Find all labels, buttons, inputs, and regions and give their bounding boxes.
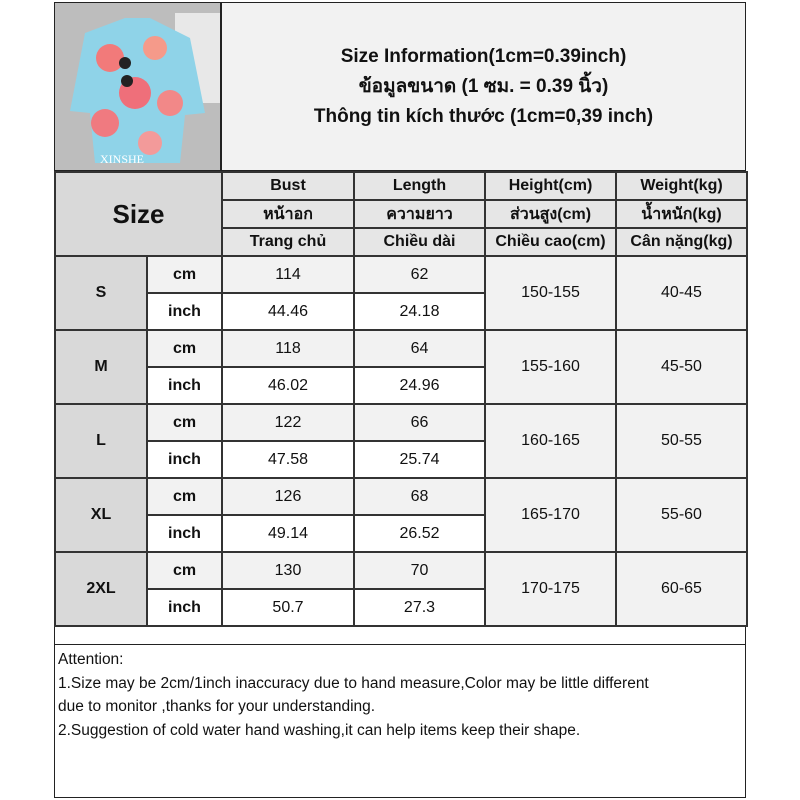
bust-cm-cell: 118: [221, 329, 355, 368]
weight-cell: 60-65: [615, 551, 748, 627]
length-inch-cell: 27.3: [353, 588, 486, 627]
size-row-cm: 2XL cm 130 70 170-175 60-65: [54, 551, 748, 627]
size-header: Size: [54, 171, 223, 257]
col-header: Trang chủ: [221, 227, 355, 257]
inch-label-cell: inch: [146, 588, 223, 627]
product-photo: XINSHE: [54, 2, 221, 171]
photo-watermark: XINSHE: [100, 152, 144, 166]
col-header: Height(cm): [484, 171, 617, 201]
inch-label-cell: inch: [146, 440, 223, 479]
title-english: Size Information(1cm=0.39inch): [340, 45, 627, 67]
size-row-inch: inch 46.02 24.96: [55, 366, 747, 405]
size-row-cm: XL cm 126 68 165-170 55-60: [54, 477, 748, 553]
height-cell: 165-170: [484, 477, 617, 553]
length-cm-cell: 64: [353, 329, 486, 368]
cm-label-cell: cm: [146, 477, 223, 516]
title-thai: ข้อมูลขนาด (1 ซม. = 0.39 นิ้ว): [358, 75, 609, 97]
col-header: Chiều dài: [353, 227, 486, 257]
length-cm-cell: 68: [353, 477, 486, 516]
inch-label-cell: inch: [146, 292, 223, 331]
size-cell: S: [54, 255, 148, 331]
length-cm-cell: 70: [353, 551, 486, 590]
cm-label-cell: cm: [146, 403, 223, 442]
bust-inch-cell: 46.02: [221, 366, 355, 405]
bust-cm-cell: 122: [221, 403, 355, 442]
size-cell: XL: [54, 477, 148, 553]
attention-notes: Attention: 1.Size may be 2cm/1inch inacc…: [54, 644, 746, 798]
bust-cm-cell: 130: [221, 551, 355, 590]
size-row-inch: inch 47.58 25.74: [55, 440, 747, 479]
col-header: หน้าอก: [221, 199, 355, 229]
size-cell: L: [54, 403, 148, 479]
bust-inch-cell: 50.7: [221, 588, 355, 627]
weight-cell: 50-55: [615, 403, 748, 479]
length-inch-cell: 24.18: [353, 292, 486, 331]
inch-label-cell: inch: [146, 514, 223, 553]
size-info-title: Size Information(1cm=0.39inch) ข้อมูลขนา…: [221, 2, 746, 171]
height-cell: 150-155: [484, 255, 617, 331]
length-cm-cell: 62: [353, 255, 486, 294]
length-inch-cell: 26.52: [353, 514, 486, 553]
col-header: ส่วนสูง(cm): [484, 199, 617, 229]
attention-heading: Attention:: [58, 651, 124, 668]
col-header: Cân nặng(kg): [615, 227, 748, 257]
bust-cm-cell: 114: [221, 255, 355, 294]
col-header: Weight(kg): [615, 171, 748, 201]
length-inch-cell: 25.74: [353, 440, 486, 479]
col-header: Bust: [221, 171, 355, 201]
cm-label-cell: cm: [146, 255, 223, 294]
size-table: Size Bust Length Height(cm) Weight(kg) ห…: [54, 171, 748, 627]
weight-cell: 55-60: [615, 477, 748, 553]
inch-label-cell: inch: [146, 366, 223, 405]
height-cell: 160-165: [484, 403, 617, 479]
bust-inch-cell: 49.14: [221, 514, 355, 553]
bust-inch-cell: 47.58: [221, 440, 355, 479]
weight-cell: 45-50: [615, 329, 748, 405]
title-vietnamese: Thông tin kích thước (1cm=0,39 inch): [313, 105, 654, 127]
cm-label-cell: cm: [146, 329, 223, 368]
height-cell: 170-175: [484, 551, 617, 627]
size-cell: M: [54, 329, 148, 405]
length-inch-cell: 24.96: [353, 366, 486, 405]
header-row-english: Size Bust Length Height(cm) Weight(kg): [54, 171, 748, 257]
size-cell: 2XL: [54, 551, 148, 627]
bust-cm-cell: 126: [221, 477, 355, 516]
attention-line: 1.Size may be 2cm/1inch inaccuracy due t…: [58, 674, 649, 692]
size-row-inch: inch 49.14 26.52: [55, 514, 747, 553]
attention-line: due to monitor ,thanks for your understa…: [58, 698, 376, 715]
cm-label-cell: cm: [146, 551, 223, 590]
size-row-inch: inch 50.7 27.3: [55, 588, 747, 627]
col-header: Chiều cao(cm): [484, 227, 617, 257]
floral-shirt-image: XINSHE: [55, 3, 220, 170]
weight-cell: 40-45: [615, 255, 748, 331]
attention-line: 2.Suggestion of cold water hand washing,…: [58, 721, 581, 739]
col-header: Length: [353, 171, 486, 201]
height-cell: 155-160: [484, 329, 617, 405]
header-row-vietnamese: Trang chủ Chiều dài Chiều cao(cm) Cân nặ…: [55, 227, 748, 257]
size-row-inch: inch 44.46 24.18: [55, 292, 747, 331]
col-header: ความยาว: [353, 199, 486, 229]
bust-inch-cell: 44.46: [221, 292, 355, 331]
length-cm-cell: 66: [353, 403, 486, 442]
header-row-thai: หน้าอก ความยาว ส่วนสูง(cm) น้ำหนัก(kg): [55, 199, 748, 229]
col-header: น้ำหนัก(kg): [615, 199, 748, 229]
